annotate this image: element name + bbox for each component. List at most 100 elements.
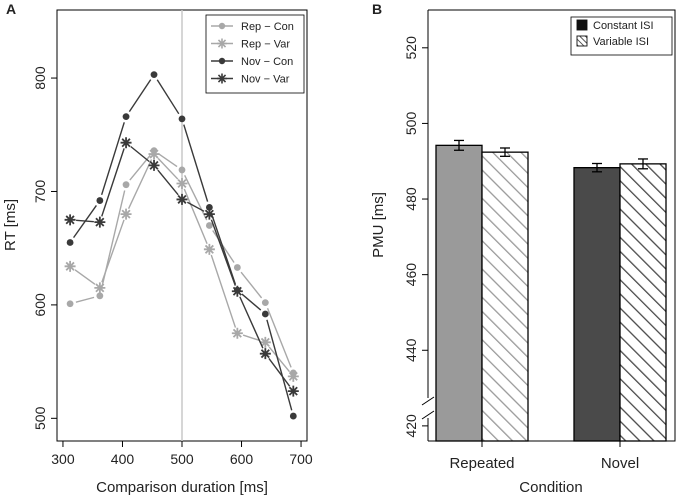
series-line-segment [210,219,236,286]
series-line-segment [100,122,125,196]
data-point [203,208,215,220]
series-line-segment [210,212,237,285]
series-line-segment [75,296,95,303]
panel-a-y-axis-label: RT [ms] [2,199,19,251]
data-point [150,71,158,79]
data-point [178,166,186,174]
category-label: Repeated [449,455,514,472]
data-point [120,137,132,149]
data-point [261,299,269,307]
data-point [148,159,160,171]
series-line-segment [156,79,180,115]
data-point [148,148,160,160]
series-line-segment [268,346,291,373]
panel-b-y-axis-label: PMU [ms] [370,192,387,258]
series-3 [64,137,299,397]
y-tick-label: 480 [403,187,419,211]
data-point [205,203,213,211]
data-point [231,327,243,339]
panel-b-bar-chart: B 420 440 460 480 500 520 Repeated Novel Condi… [370,1,676,496]
series-line-segment [158,153,178,168]
data-point [64,260,76,272]
x-tick-label: 600 [230,451,254,467]
panel-b-legend-box [570,16,673,56]
data-point [176,193,188,205]
x-tick-label: 500 [170,451,194,467]
series-line-segment [184,174,208,221]
bar-repeated-constant [435,144,483,442]
data-point [94,282,106,294]
legend-label: Nov − Var [241,74,290,86]
legend-marker [217,38,227,49]
y-tick-label: 520 [403,36,419,60]
series-1 [64,148,299,382]
bar-repeated-variable [481,151,529,442]
bar-novel-constant [573,167,621,442]
series-line-segment [186,201,205,212]
panel-b-axis-break-bottom [421,410,435,420]
series-line-segment [212,230,235,263]
data-point [64,214,76,226]
legend-marker [218,57,226,65]
series-line-segment [183,124,209,202]
data-point [66,300,74,308]
data-point [233,264,241,271]
series-line-segment [183,188,208,245]
y-tick-label: 460 [403,263,419,287]
series-line-segment [210,254,237,328]
legend-label: Variable ISI [593,36,649,48]
legend-label: Rep − Con [241,21,294,33]
y-tick-label: 440 [403,338,419,362]
panel-a-line-chart: A 300 400 500 600 700 500 600 700 800 Compariso… [2,1,313,496]
y-tick-label: 700 [32,180,48,204]
series-line-segment [266,307,292,368]
series-line-segment [76,219,94,223]
panel-a-legend: Rep − Con Rep − Var Nov − Con Nov − Var [205,14,305,94]
y-tick-label: 420 [403,414,419,438]
data-point [287,385,299,397]
data-point [178,115,186,123]
series-line-segment [74,269,96,285]
legend-swatch [576,35,588,47]
panel-b-frame [428,9,676,442]
y-tick-label: 600 [32,293,48,317]
x-tick-label: 700 [289,451,313,467]
x-tick-label: 300 [51,451,75,467]
series-line-segment [157,157,179,180]
data-point [66,239,74,246]
data-point [122,181,130,189]
panel-a-label: A [6,1,16,17]
series-line-segment [101,219,125,283]
y-tick-label: 500 [403,112,419,136]
series-line-segment [268,358,291,387]
data-point [287,370,299,382]
data-point [94,216,106,228]
legend-swatch [576,19,588,31]
series-line-segment [101,148,125,217]
series-line-segment [266,319,293,411]
data-point [231,285,243,297]
data-point [122,113,130,121]
panel-b-legend: Constant ISI Variable ISI [570,16,673,56]
data-point [259,348,271,360]
data-point [120,208,132,220]
data-point [96,197,104,204]
bar-novel-variable [619,163,667,442]
data-point [289,412,297,420]
series-line-segment [242,334,260,342]
panel-b-axis-break-top [421,396,435,406]
series-line-segment [127,159,153,210]
data-point [203,243,215,255]
panel-b-label: B [372,1,382,17]
y-tick-label: 800 [32,66,48,90]
series-line-segment [241,293,262,311]
data-point [205,222,213,229]
data-point [176,178,188,190]
panel-a-x-axis-label: Comparison duration [ms] [96,479,268,496]
legend-label: Nov − Con [241,56,293,68]
panel-b-x-axis-label: Condition [519,479,582,496]
data-point [96,292,104,300]
data-point [261,310,269,318]
legend-label: Rep − Var [241,39,290,51]
